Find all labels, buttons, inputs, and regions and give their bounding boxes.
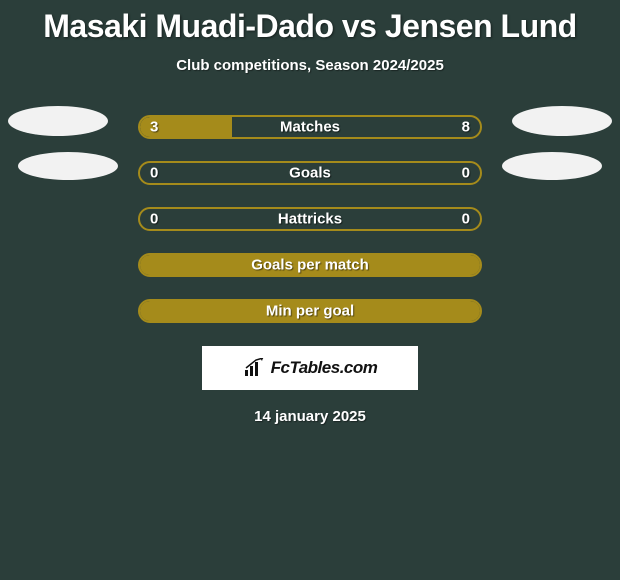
stat-value-left: 3 [150, 119, 158, 136]
stat-bar: 0 0 Goals [138, 161, 482, 185]
stat-row: Goals per match [0, 242, 620, 288]
player-bubble-right [512, 106, 612, 136]
player-bubble-left [18, 152, 118, 180]
stat-bar: Min per goal [138, 299, 482, 323]
stat-row: 3 8 Matches [0, 104, 620, 150]
stat-bar: 0 0 Hattricks [138, 207, 482, 231]
stat-value-right: 0 [462, 211, 470, 228]
stat-value-right: 8 [462, 119, 470, 136]
stat-bar: 3 8 Matches [138, 115, 482, 139]
stat-label: Goals per match [251, 257, 369, 274]
stat-value-left: 0 [150, 211, 158, 228]
stat-value-left: 0 [150, 165, 158, 182]
stat-label: Hattricks [278, 211, 342, 228]
stat-label: Min per goal [266, 303, 354, 320]
stat-row: 0 0 Hattricks [0, 196, 620, 242]
chart-icon [243, 358, 267, 378]
page-subtitle: Club competitions, Season 2024/2025 [0, 57, 620, 74]
logo-text: FcTables.com [271, 358, 378, 378]
logo-inner: FcTables.com [243, 358, 378, 378]
logo-box: FcTables.com [202, 346, 418, 390]
stat-bar: Goals per match [138, 253, 482, 277]
stat-label: Goals [289, 165, 331, 182]
stats-area: 3 8 Matches 0 0 Goals 0 0 Hattricks Goals per mat… [0, 104, 620, 334]
player-bubble-right [502, 152, 602, 180]
page-date: 14 january 2025 [0, 408, 620, 425]
stat-row: Min per goal [0, 288, 620, 334]
page-title: Masaki Muadi-Dado vs Jensen Lund [0, 8, 620, 45]
stat-value-right: 0 [462, 165, 470, 182]
stat-row: 0 0 Goals [0, 150, 620, 196]
player-bubble-left [8, 106, 108, 136]
comparison-container: Masaki Muadi-Dado vs Jensen Lund Club co… [0, 0, 620, 425]
stat-label: Matches [280, 119, 340, 136]
